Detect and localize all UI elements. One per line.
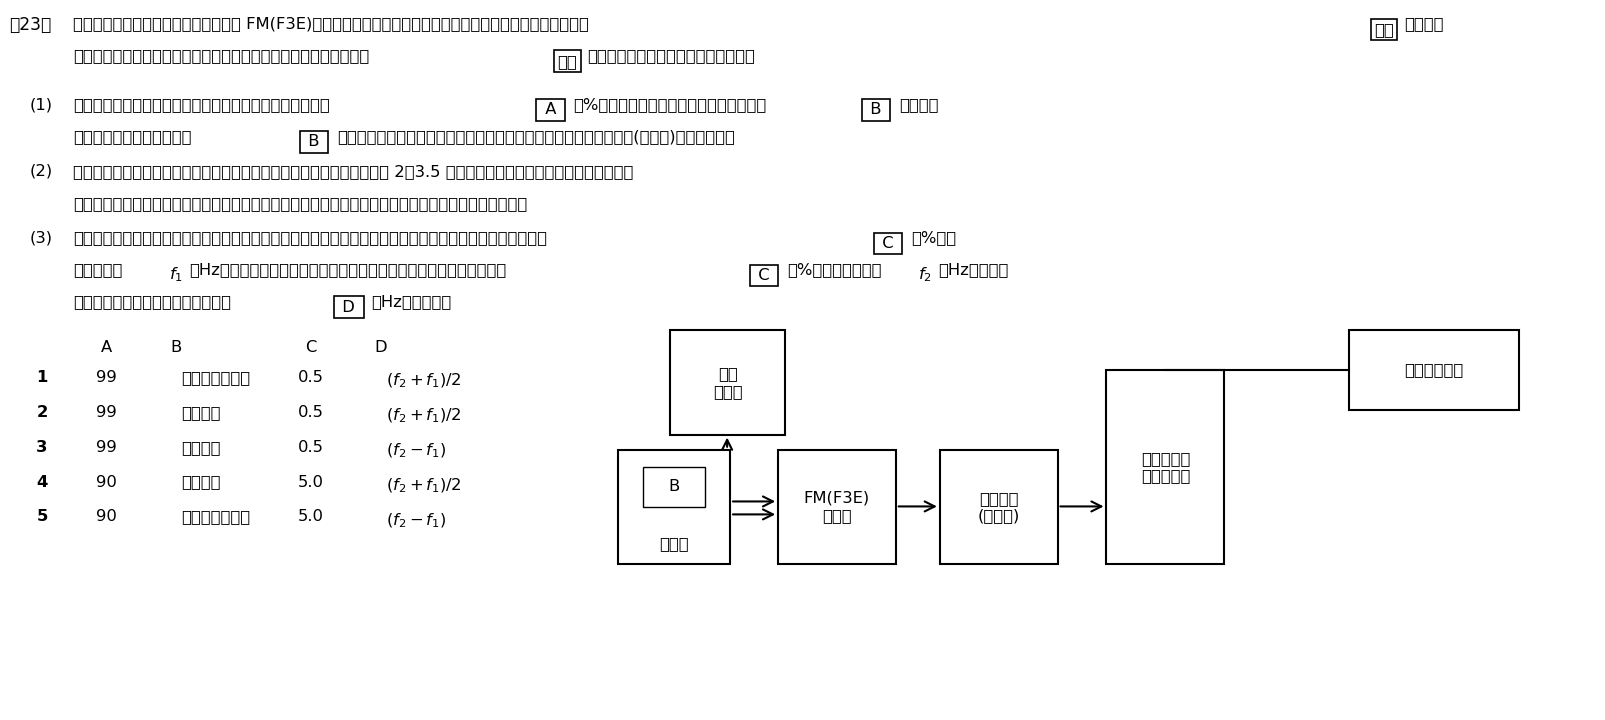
Text: コンピュータ: コンピュータ <box>1403 362 1462 377</box>
Text: (3): (3) <box>29 230 53 246</box>
Text: パルスパターン: パルスパターン <box>181 510 250 524</box>
Text: C: C <box>876 236 899 251</box>
Text: FM(F3E)
送信機: FM(F3E) 送信機 <box>804 491 870 523</box>
Text: 〔Hz〕を求め: 〔Hz〕を求め <box>937 262 1008 277</box>
Text: D: D <box>374 340 387 355</box>
Text: $( f_2 - f_1)$: $( f_2 - f_1)$ <box>385 511 446 530</box>
Text: $( f_2 + f_1)/2$: $( f_2 + f_1)/2$ <box>385 372 461 390</box>
Text: 発生器か: 発生器か <box>899 97 937 112</box>
Text: 90: 90 <box>96 474 117 490</box>
Text: これらの値の総和から全電力が求まる。取り込んだデータを、下側の周波数から積算し、その値が全電力の: これらの値の総和から全電力が求まる。取り込んだデータを、下側の周波数から積算し、… <box>74 230 547 246</box>
Text: B: B <box>170 340 181 355</box>
Text: C: C <box>753 268 775 283</box>
Text: 3: 3 <box>37 440 48 455</box>
Text: (2): (2) <box>29 163 53 179</box>
Text: 擬似負荷
(減衰器): 擬似負荷 (減衰器) <box>977 491 1019 523</box>
Text: A: A <box>539 102 562 117</box>
Bar <box>618 450 730 564</box>
Text: 〔%〕と: 〔%〕と <box>910 230 955 246</box>
Text: 〔Hz〕を求める。同様に上側の周波数から積算し、その値が全電力の: 〔Hz〕を求める。同様に上側の周波数から積算し、その値が全電力の <box>189 262 506 277</box>
Bar <box>1348 330 1518 410</box>
Text: B: B <box>303 135 324 149</box>
Text: 狭帯域フィルタで掃引しながらサンプリングし、測定したすべての電力値をコンピュータに取り込む。: 狭帯域フィルタで掃引しながらサンプリングし、測定したすべての電力値をコンピュータ… <box>74 196 526 211</box>
Text: $( f_2 + f_1)/2$: $( f_2 + f_1)/2$ <box>385 477 461 495</box>
Text: 〔%〕が含まれる周波数帯幅で表される。: 〔%〕が含まれる周波数帯幅で表される。 <box>573 97 766 112</box>
Text: スペクトルアナライザを規定の動作条件とし、規定の占有周波数帯幅の 2～3.5 倍程度の帯域を、スペクトルアナライザの: スペクトルアナライザを規定の動作条件とし、規定の占有周波数帯幅の 2～3.5 倍… <box>74 163 634 179</box>
Text: 0.5: 0.5 <box>297 405 324 420</box>
Text: なる周波数: なる周波数 <box>74 262 122 277</box>
Bar <box>644 467 705 507</box>
Text: 99: 99 <box>96 405 117 420</box>
Text: $f_1$: $f_1$ <box>169 266 183 284</box>
Text: $( f_2 - f_1)$: $( f_2 - f_1)$ <box>385 441 446 460</box>
Text: 5.0: 5.0 <box>297 474 324 490</box>
Text: ら規定のスペクトルを持つ: ら規定のスペクトルを持つ <box>74 129 191 144</box>
Text: $f_2$: $f_2$ <box>916 266 931 284</box>
Text: B: B <box>668 480 679 495</box>
Text: A: A <box>101 340 112 355</box>
Text: 内に入れ: 内に入れ <box>1403 17 1443 32</box>
Text: 1: 1 <box>37 370 48 385</box>
Text: 0.5: 0.5 <box>297 370 324 385</box>
Text: る。このときの占有周波数帯幅は、: る。このときの占有周波数帯幅は、 <box>74 294 231 310</box>
Text: 5.0: 5.0 <box>297 510 324 524</box>
Bar <box>939 450 1058 564</box>
Bar <box>1106 370 1223 564</box>
Text: パルスパターン: パルスパターン <box>181 370 250 385</box>
Text: 0.5: 0.5 <box>297 440 324 455</box>
Bar <box>669 330 785 435</box>
Text: 次の記述は、図に示す構成例を用いた FM(F3E)送信機の占有周波数帯幅の測定法について述べたものである。: 次の記述は、図に示す構成例を用いた FM(F3E)送信機の占有周波数帯幅の測定法… <box>74 17 589 32</box>
Bar <box>777 450 896 564</box>
Text: $( f_2 + f_1)/2$: $( f_2 + f_1)/2$ <box>385 407 461 426</box>
Text: 4: 4 <box>37 474 48 490</box>
Text: 発生器: 発生器 <box>660 536 689 552</box>
Text: 電子
電圧計: 電子 電圧計 <box>713 366 742 399</box>
Text: 90: 90 <box>96 510 117 524</box>
Text: 99: 99 <box>96 370 117 385</box>
Text: 〔Hz〕となる。: 〔Hz〕となる。 <box>371 294 451 310</box>
Text: 擬似音声: 擬似音声 <box>181 440 220 455</box>
Text: 【23】: 【23】 <box>10 17 51 35</box>
Text: C: C <box>305 340 316 355</box>
Text: B: B <box>865 102 886 117</box>
Text: 送信機が発射する電波の占有周波数帯幅は、全輻射電力の: 送信機が発射する電波の占有周波数帯幅は、全輻射電力の <box>74 97 329 112</box>
Text: 99: 99 <box>96 440 117 455</box>
Text: 内には、同じ字句が入るものとする。: 内には、同じ字句が入るものとする。 <box>587 48 754 63</box>
Text: スペクトル
アナライザ: スペクトル アナライザ <box>1140 451 1189 483</box>
Text: D: D <box>337 300 360 315</box>
Text: 信号を送信機に加え、所定の変調を行った周波数変調波を擬似負荷(減衰器)に出力する。: 信号を送信機に加え、所定の変調を行った周波数変調波を擬似負荷(減衰器)に出力する… <box>337 129 733 144</box>
Text: (1): (1) <box>29 97 53 112</box>
Text: るべき字句の正しい組合せを下の番号から選べ。なお、同じ記号の: るべき字句の正しい組合せを下の番号から選べ。なお、同じ記号の <box>74 48 369 63</box>
Text: 〔%〕となる周波数: 〔%〕となる周波数 <box>786 262 881 277</box>
Text: 2: 2 <box>37 405 48 420</box>
Text: 擬似音声: 擬似音声 <box>181 474 220 490</box>
Text: 5: 5 <box>37 510 48 524</box>
Text: 擬似音声: 擬似音声 <box>181 405 220 420</box>
